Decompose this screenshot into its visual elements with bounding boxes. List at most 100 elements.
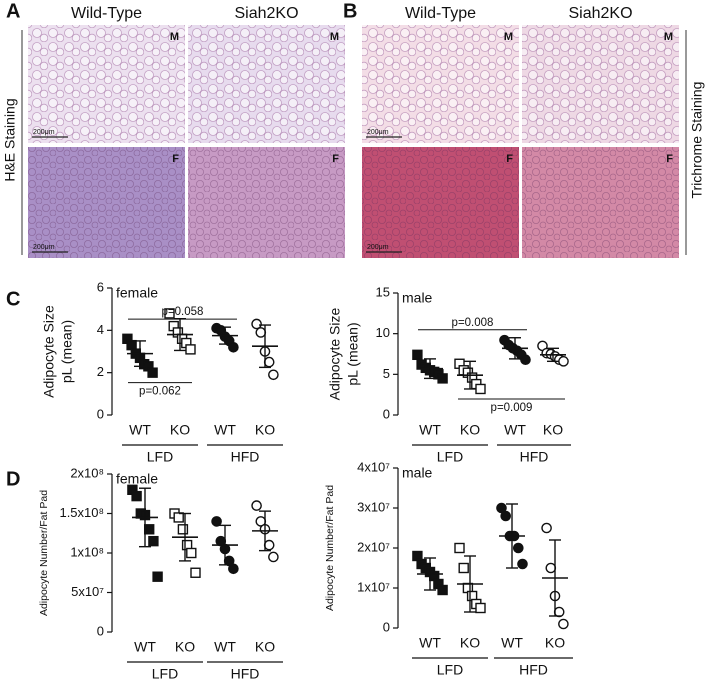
panel-letter: C <box>6 288 20 310</box>
y-tick-label: 2x10⁸ <box>70 465 104 480</box>
group-label: HFD <box>519 662 548 678</box>
y-tick-label: 0 <box>383 406 390 421</box>
chart-title: female <box>116 471 158 487</box>
y-axis-label: Adipocyte Size <box>41 305 57 398</box>
row-label: F <box>506 153 513 165</box>
data-point <box>143 524 155 535</box>
chart-title: female <box>116 285 158 301</box>
group-label: HFD <box>231 449 260 465</box>
y-tick-label: 6 <box>97 279 104 294</box>
data-point <box>186 547 197 559</box>
row-label: M <box>504 31 513 43</box>
chart-title: male <box>402 465 433 481</box>
group-label: HFD <box>231 666 260 679</box>
data-point <box>496 502 507 514</box>
data-point <box>251 318 262 330</box>
data-point <box>255 327 267 338</box>
data-point <box>475 383 486 395</box>
data-point <box>263 356 275 368</box>
data-point <box>541 522 552 534</box>
p-value: p=0.058 <box>162 306 204 318</box>
group-label: HFD <box>520 449 549 465</box>
row-label: F <box>666 153 673 165</box>
p-value: p=0.009 <box>491 402 533 414</box>
data-point <box>454 542 465 554</box>
y-tick-label: 0 <box>383 619 390 634</box>
y-tick-label: 0 <box>97 623 104 638</box>
data-point <box>500 510 512 522</box>
row-label: M <box>664 31 673 43</box>
data-point <box>251 500 262 511</box>
micrograph-texture <box>362 147 519 258</box>
data-point <box>131 490 142 502</box>
p-value: p=0.062 <box>139 386 181 398</box>
data-point <box>190 567 201 578</box>
data-point <box>228 341 239 353</box>
group-label: LFD <box>437 449 463 465</box>
x-tick-label: KO <box>255 639 275 655</box>
chart-title: male <box>402 290 433 306</box>
x-tick-label: KO <box>255 422 275 438</box>
panel-letter: A <box>6 0 20 22</box>
x-tick-label: KO <box>543 422 563 438</box>
y-tick-label: 3x10⁷ <box>357 499 390 514</box>
data-point <box>185 344 196 355</box>
data-point <box>437 373 448 384</box>
scale-bar-label: 200μm <box>367 129 389 136</box>
x-tick-label: KO <box>175 639 195 655</box>
data-point <box>152 571 163 582</box>
data-point <box>263 539 275 551</box>
y-tick-label: 15 <box>376 284 390 299</box>
data-point <box>164 308 175 319</box>
data-point <box>520 354 531 365</box>
x-tick-label: WT <box>129 422 151 438</box>
y-tick-label: 1x10⁸ <box>70 544 104 559</box>
y-tick-label: 2 <box>97 364 104 379</box>
y-tick-label: 0 <box>97 406 104 421</box>
x-tick-label: WT <box>419 422 441 438</box>
x-tick-label: KO <box>460 635 480 651</box>
y-tick-label: 4x10⁷ <box>357 459 390 474</box>
y-axis-label: Adipocyte Number/Fat Pad <box>38 490 50 616</box>
x-tick-label: WT <box>214 639 236 655</box>
group-label: LFD <box>147 449 173 465</box>
x-tick-label: KO <box>460 422 480 438</box>
row-label: M <box>170 31 179 43</box>
scale-bar-label: 200μm <box>33 244 55 251</box>
data-point <box>437 584 448 596</box>
data-point <box>553 606 565 618</box>
data-point <box>177 524 189 535</box>
x-tick-label: WT <box>501 635 523 651</box>
stain-label: H&E Staining <box>2 98 18 181</box>
row-label: M <box>330 31 339 43</box>
data-point <box>475 602 486 614</box>
data-point <box>147 367 158 378</box>
data-point <box>148 535 159 547</box>
micrograph-texture <box>522 25 679 143</box>
y-axis-label: pL (mean) <box>59 320 75 383</box>
y-axis-label: Adipocyte Size <box>327 307 343 400</box>
row-label: F <box>172 153 179 165</box>
group-label: LFD <box>437 662 463 678</box>
data-point <box>211 516 222 527</box>
micrograph-texture <box>188 25 345 143</box>
x-tick-label: WT <box>214 422 236 438</box>
p-value: p=0.008 <box>452 317 494 329</box>
data-point <box>545 562 557 574</box>
data-point <box>458 562 469 574</box>
group-label: LFD <box>152 666 178 679</box>
column-header: Siah2KO <box>568 5 632 22</box>
data-point <box>517 558 528 570</box>
data-point <box>228 563 239 575</box>
micrograph-texture <box>28 25 185 143</box>
y-tick-label: 1.5x10⁸ <box>59 505 104 520</box>
data-point <box>558 618 569 630</box>
micrograph-texture <box>188 147 345 258</box>
y-tick-label: 10 <box>376 325 390 340</box>
micrograph-texture <box>362 25 519 143</box>
y-tick-label: 5 <box>383 366 390 381</box>
panel-letter: D <box>6 468 20 490</box>
stain-label: Trichrome Staining <box>689 82 705 199</box>
scale-bar-label: 200μm <box>367 244 389 251</box>
